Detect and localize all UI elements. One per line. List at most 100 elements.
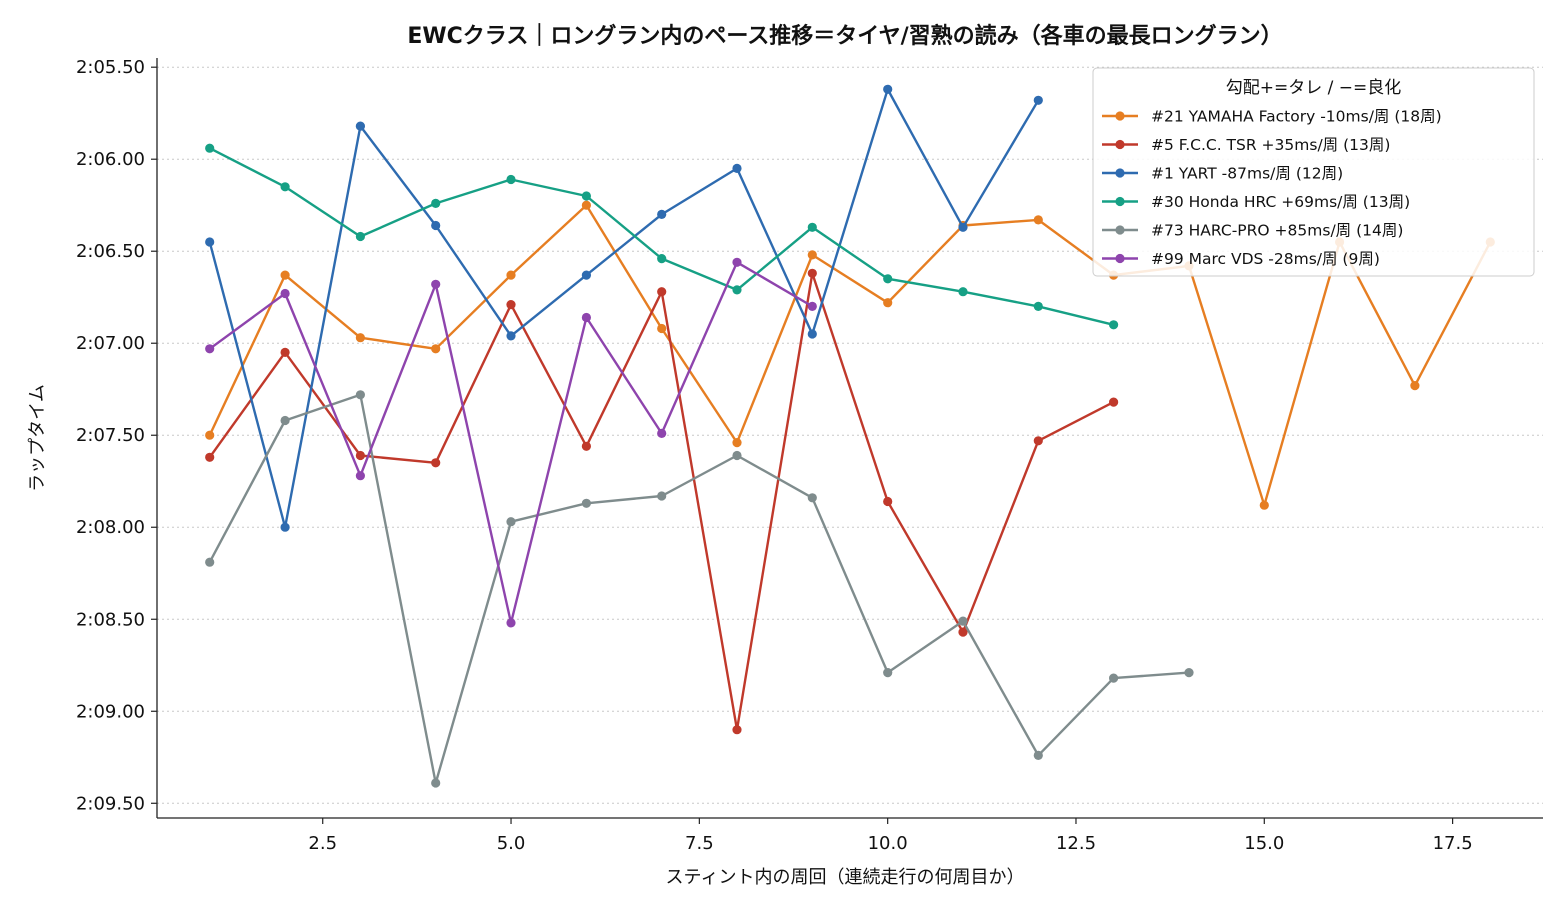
data-point [205, 237, 215, 247]
legend-item: #21 YAMAHA Factory -10ms/周 (18周) [1102, 108, 1442, 126]
series-line [208, 272, 1115, 731]
data-point [355, 231, 365, 242]
data-point [1033, 215, 1043, 225]
legend: 勾配+=タレ / −=良化 #21 YAMAHA Factory -10ms/周 … [1092, 67, 1535, 277]
series-group [205, 143, 1119, 330]
legend-box [1092, 67, 1535, 277]
data-point [883, 496, 893, 507]
data-point [657, 428, 667, 438]
data-point [958, 616, 968, 626]
data-point [506, 174, 516, 185]
data-point [1184, 668, 1194, 678]
data-point [205, 143, 215, 153]
data-point [1109, 673, 1119, 683]
legend-label: #99 Marc VDS -28ms/周 (9周) [1151, 250, 1380, 268]
series-group [205, 257, 817, 628]
data-point [506, 300, 516, 310]
data-point [1410, 381, 1420, 391]
data-point [431, 279, 441, 289]
data-point [807, 222, 817, 232]
y-axis-label: ラップタイム [27, 384, 48, 492]
data-point [355, 121, 365, 131]
data-point [581, 270, 592, 280]
data-point [732, 438, 742, 448]
data-point [657, 491, 667, 501]
data-point [355, 390, 365, 400]
data-point [431, 778, 441, 788]
data-point [506, 331, 516, 341]
data-point [1033, 750, 1043, 761]
data-point [732, 163, 742, 173]
legend-title: 勾配+=タレ / −=良化 [1226, 78, 1402, 98]
x-tick-label: 10.0 [868, 833, 908, 854]
data-point [581, 191, 592, 201]
y-tick-label: 2:07.50 [76, 425, 145, 446]
data-point [355, 333, 365, 343]
data-point [657, 254, 667, 264]
legend-item: #30 Honda HRC +69ms/周 (13周) [1102, 193, 1410, 211]
data-point [431, 458, 441, 468]
data-point [431, 198, 441, 208]
x-axis-label: スティント内の周回（連続走行の何周目か） [666, 867, 1025, 888]
data-point [581, 312, 592, 323]
data-point [732, 450, 742, 461]
data-point [958, 627, 968, 637]
legend-swatch-marker [1115, 225, 1125, 235]
data-point [1109, 320, 1119, 330]
data-point [732, 285, 742, 295]
legend-item: #1 YART -87ms/周 (12周) [1102, 165, 1343, 183]
y-tick-label: 2:07.00 [76, 333, 145, 354]
x-tick-label: 17.5 [1433, 833, 1473, 854]
data-point [205, 344, 215, 354]
axes: 2:05.50 2:06.00 2:06.50 2:07.00 2:07.50 2:08.… [76, 57, 1543, 854]
legend-label: #73 HARC-PRO +85ms/周 (14周) [1151, 222, 1403, 240]
y-tick-label: 2:05.50 [76, 57, 145, 78]
x-tick-label: 7.5 [685, 833, 714, 854]
data-point [1033, 301, 1043, 311]
data-point [1259, 500, 1269, 510]
data-point [657, 323, 667, 334]
data-point [355, 450, 365, 461]
legend-item: #5 F.C.C. TSR +35ms/周 (13周) [1102, 136, 1390, 154]
legend-swatch-marker [1115, 111, 1125, 121]
data-point [732, 725, 742, 735]
series-line [208, 393, 1190, 785]
data-point [506, 270, 516, 280]
data-point [280, 182, 290, 192]
data-point [506, 517, 516, 527]
data-point [581, 441, 592, 451]
y-tick-label: 2:06.00 [76, 149, 145, 170]
series-line [208, 203, 1492, 507]
data-point [355, 471, 365, 481]
data-point [883, 668, 893, 678]
data-point [205, 452, 215, 462]
data-point [807, 268, 817, 278]
data-point [506, 618, 516, 628]
data-point [431, 344, 441, 354]
data-point [581, 200, 592, 210]
x-tick-label: 5.0 [497, 833, 526, 854]
chart-title: EWCクラス｜ロングラン内のペース推移＝タイヤ/習熟の読み（各車の最長ロングラン… [407, 23, 1282, 49]
data-point [958, 287, 968, 297]
series-group [205, 268, 1119, 735]
legend-item: #99 Marc VDS -28ms/周 (9周) [1102, 250, 1380, 268]
data-point [280, 270, 290, 280]
legend-label: #1 YART -87ms/周 (12周) [1151, 165, 1343, 183]
data-point [807, 329, 817, 339]
data-point [883, 298, 893, 308]
series-group [205, 84, 1043, 532]
data-point [807, 301, 817, 311]
data-point [280, 347, 290, 357]
x-tick-label: 12.5 [1056, 833, 1096, 854]
y-tick-label: 2:06.50 [76, 241, 145, 262]
data-point [280, 288, 290, 299]
data-point [581, 498, 592, 508]
data-point [657, 209, 667, 219]
legend-label: #30 Honda HRC +69ms/周 (13周) [1151, 193, 1410, 211]
plot-series [205, 84, 1495, 788]
data-point [958, 222, 968, 232]
legend-label: #21 YAMAHA Factory -10ms/周 (18周) [1151, 108, 1442, 126]
data-point [205, 430, 215, 440]
